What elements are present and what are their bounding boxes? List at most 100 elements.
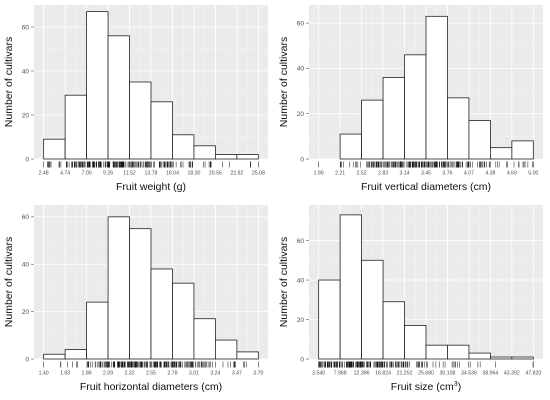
- y-tick-label: 0: [300, 356, 304, 363]
- x-tick-label: 43.392: [504, 371, 520, 377]
- x-tick-label: 16.04: [166, 171, 179, 177]
- x-tick-label: 34.536: [461, 371, 477, 377]
- x-tick-label: 22.82: [230, 171, 243, 177]
- histogram-bar: [490, 147, 513, 160]
- x-tick-label: 38.964: [482, 371, 498, 377]
- x-tick-label: 20.56: [209, 171, 222, 177]
- x-axis-title: Fruit vertical diameters (cm): [361, 181, 491, 193]
- x-tick-label: 7.968: [334, 371, 347, 377]
- histogram-bar: [404, 54, 427, 160]
- x-tick-label: 3.01: [189, 371, 199, 377]
- x-tick-label: 2.55: [146, 371, 156, 377]
- x-tick-label: 3.76: [442, 171, 452, 177]
- histogram-bar: [86, 11, 109, 160]
- histogram-bar: [318, 279, 341, 360]
- x-axis-title-superscript: 3: [454, 381, 458, 388]
- y-tick-label: 0: [300, 156, 304, 163]
- histogram-bar: [425, 344, 448, 360]
- x-tick-label: 9.26: [103, 171, 113, 177]
- histogram-bar: [215, 154, 238, 160]
- histogram-bar: [43, 353, 66, 360]
- x-tick-label: 21.252: [397, 371, 413, 377]
- histogram-bar: [468, 352, 491, 360]
- y-tick-label: 20: [22, 309, 30, 316]
- histogram-bar: [361, 99, 384, 160]
- histogram-bar: [361, 259, 384, 360]
- histogram-bar: [339, 133, 362, 160]
- histogram-bar: [107, 216, 130, 360]
- histogram-bar: [468, 120, 491, 160]
- x-tick-label: 3.540: [312, 371, 325, 377]
- x-tick-label: 25.08: [252, 171, 265, 177]
- x-tick-label: 2.78: [167, 371, 177, 377]
- x-tick-label: 4.38: [485, 171, 495, 177]
- x-axis-title-main: Fruit size (cm: [391, 381, 454, 393]
- chart-svg-fruit-horizontal-diameters: 0 20 40 60 1.40 1.63 1.86 2.09 2.32 2.55 2.78 3.01 3…: [3, 205, 268, 393]
- x-tick-label: 16.824: [375, 371, 391, 377]
- y-tick-label: 40: [297, 277, 305, 284]
- x-tick-label: 3.14: [399, 171, 409, 177]
- histogram-bar: [339, 214, 362, 360]
- x-tick-label: 13.78: [145, 171, 158, 177]
- x-tick-label: 3.45: [421, 171, 431, 177]
- histogram-bar: [193, 318, 216, 360]
- y-tick-label: 60: [297, 20, 305, 27]
- y-tick-label: 0: [25, 156, 29, 163]
- x-tick-label: 18.30: [187, 171, 200, 177]
- x-axis-title: Fruit weight (g): [116, 181, 186, 193]
- x-tick-label: 4.74: [60, 171, 70, 177]
- histogram-bar: [511, 356, 534, 360]
- histogram-bar: [107, 35, 130, 160]
- x-tick-label: 1.40: [39, 371, 49, 377]
- histogram-bar: [129, 228, 152, 360]
- histogram-bar: [129, 81, 152, 160]
- chart-svg-fruit-vertical-diameters: 0 20 40 60 1.90 2.21 2.52 2.83 3.14 3.45 3.76 4.07 4…: [278, 5, 543, 193]
- y-tick-label: 0: [25, 356, 29, 363]
- chart-fruit-horizontal-diameters: 0 20 40 60 1.40 1.63 1.86 2.09 2.32 2.55 2.78 3.01 3…: [0, 200, 275, 400]
- y-tick-label: 60: [297, 238, 305, 245]
- x-tick-label: 2.21: [335, 171, 345, 177]
- x-tick-label: 3.70: [253, 371, 263, 377]
- x-tick-label: 25.680: [418, 371, 434, 377]
- histogram-bar: [193, 145, 216, 160]
- x-tick-label: 1.86: [82, 371, 92, 377]
- chart-svg-fruit-size: 0 20 40 60 3.540 7.968 12.396 16.824 21.252 25.68…: [278, 205, 543, 393]
- x-tick-label: 1.90: [314, 171, 324, 177]
- histogram-bar: [447, 97, 470, 160]
- x-tick-label: 4.07: [464, 171, 474, 177]
- histogram-bar: [64, 94, 87, 160]
- x-tick-label: 2.09: [103, 371, 113, 377]
- chart-fruit-size: 0 20 40 60 3.540 7.968 12.396 16.824 21.252 25.68…: [275, 200, 550, 400]
- x-tick-label: 47.820: [525, 371, 541, 377]
- histogram-bar: [382, 301, 405, 360]
- y-axis-title: Number of cultivars: [3, 37, 15, 127]
- histogram-bar: [172, 134, 195, 160]
- y-axis-title: Number of cultivars: [3, 237, 15, 327]
- x-tick-label: 7.00: [82, 171, 92, 177]
- y-tick-label: 40: [22, 262, 30, 269]
- histogram-bar: [236, 154, 259, 160]
- x-tick-label: 1.63: [60, 371, 70, 377]
- y-tick-label: 20: [297, 317, 305, 324]
- histogram-bar: [86, 301, 109, 360]
- histogram-bar: [511, 140, 534, 160]
- histogram-bar: [425, 15, 448, 160]
- x-tick-label: 3.24: [210, 371, 220, 377]
- y-tick-label: 20: [297, 111, 305, 118]
- x-tick-label: 2.48: [39, 171, 49, 177]
- x-tick-label: 30.108: [440, 371, 456, 377]
- histogram-bar: [382, 77, 405, 160]
- y-axis-title: Number of cultivars: [278, 37, 290, 127]
- histogram-bar: [215, 339, 238, 360]
- histogram-bar: [172, 282, 195, 360]
- histogram-bar: [236, 351, 259, 360]
- x-tick-label: 4.69: [507, 171, 517, 177]
- x-tick-label: 2.83: [378, 171, 388, 177]
- histogram-bar: [64, 349, 87, 360]
- y-axis-title: Number of cultivars: [278, 237, 290, 327]
- chart-fruit-vertical-diameters: 0 20 40 60 1.90 2.21 2.52 2.83 3.14 3.45 3.76 4.07 4…: [275, 0, 550, 200]
- histogram-bar: [490, 356, 513, 360]
- chart-svg-fruit-weight: 0 20 40 60 2.48 4.74 7.00 9.26 11.52 13.78 16.04 18…: [3, 5, 268, 193]
- x-axis-title: Fruit horizontal diameters (cm): [80, 381, 222, 393]
- y-tick-label: 60: [22, 24, 30, 31]
